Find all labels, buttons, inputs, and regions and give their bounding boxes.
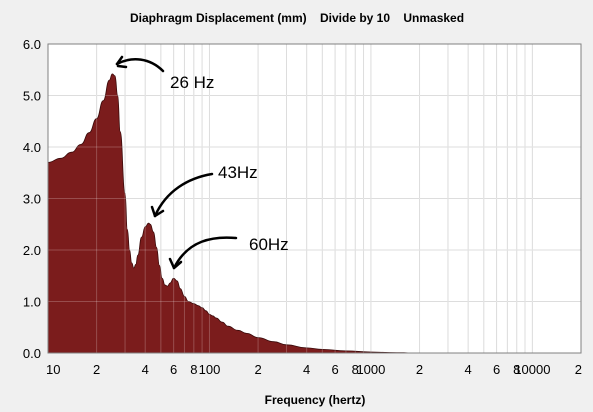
- x-tick-label: 8: [352, 362, 359, 377]
- y-tick-label: 2.0: [23, 243, 41, 258]
- x-tick-label: 2: [575, 362, 582, 377]
- x-tick-label: 2: [254, 362, 261, 377]
- x-tick-label: 8: [513, 362, 520, 377]
- annotation-arrow: [115, 58, 165, 73]
- annotation-label: 26 Hz: [170, 73, 214, 92]
- annotation-arrowhead: [150, 205, 165, 218]
- x-tick-label: 4: [465, 362, 472, 377]
- annotations: 26 Hz 43Hz 60Hz: [115, 55, 289, 270]
- annotation-label: 60Hz: [249, 235, 289, 254]
- x-axis-label: Frequency (hertz): [265, 393, 366, 407]
- y-tick-label: 0.0: [23, 346, 41, 361]
- x-tick-label: 100: [199, 362, 221, 377]
- y-axis-ticks: 0.0 1.0 2.0 3.0 4.0 5.0 6.0: [23, 37, 41, 361]
- y-tick-label: 6.0: [23, 37, 41, 52]
- annotation-arrow: [153, 172, 214, 218]
- x-tick-label: 2: [93, 362, 100, 377]
- y-tick-label: 3.0: [23, 192, 41, 207]
- grid: [48, 44, 581, 353]
- area-series: [47, 73, 581, 354]
- x-tick-label: 2: [416, 362, 423, 377]
- x-tick-label: 4: [142, 362, 149, 377]
- chart-title: Diaphragm Displacement (mm) Divide by 10…: [130, 11, 464, 25]
- x-tick-label: 6: [493, 362, 500, 377]
- x-tick-label: 4: [303, 362, 310, 377]
- overlay-grid: [48, 44, 581, 353]
- x-tick-label: 10000: [514, 362, 550, 377]
- y-tick-label: 1.0: [23, 295, 41, 310]
- displacement-area: [47, 73, 581, 354]
- x-tick-label: 1000: [356, 362, 385, 377]
- annotation-arrow: [172, 236, 238, 270]
- annotation-arrowhead: [168, 257, 183, 270]
- plot-border: [47, 43, 582, 354]
- annotation-label: 43Hz: [218, 163, 258, 182]
- x-tick-label: 6: [170, 362, 177, 377]
- annotation-arrowhead: [115, 55, 128, 69]
- x-tick-label: 6: [331, 362, 338, 377]
- x-tick-label: 8: [190, 362, 197, 377]
- y-tick-label: 5.0: [23, 89, 41, 104]
- y-tick-label: 4.0: [23, 140, 41, 155]
- x-tick-label: 10: [46, 362, 60, 377]
